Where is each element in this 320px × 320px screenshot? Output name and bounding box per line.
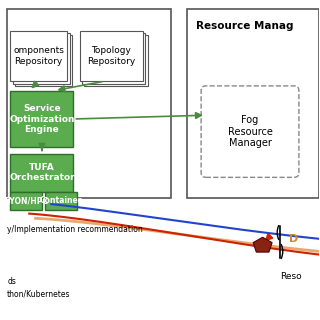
FancyBboxPatch shape	[10, 154, 73, 192]
FancyBboxPatch shape	[45, 192, 76, 211]
FancyBboxPatch shape	[13, 33, 70, 84]
Polygon shape	[253, 237, 272, 252]
Text: Container: Container	[40, 196, 82, 205]
FancyBboxPatch shape	[187, 9, 319, 198]
FancyBboxPatch shape	[7, 9, 171, 198]
Text: D: D	[289, 234, 299, 244]
FancyBboxPatch shape	[10, 91, 73, 148]
FancyBboxPatch shape	[82, 33, 145, 84]
FancyBboxPatch shape	[10, 31, 67, 81]
FancyBboxPatch shape	[84, 36, 148, 86]
Text: Topology
Repository: Topology Repository	[87, 46, 135, 66]
FancyBboxPatch shape	[201, 86, 299, 177]
Text: omponents
Repository: omponents Repository	[13, 46, 64, 66]
Text: thon/Kubernetes: thon/Kubernetes	[7, 289, 71, 298]
Text: Reso: Reso	[280, 272, 301, 281]
FancyBboxPatch shape	[80, 31, 143, 81]
FancyBboxPatch shape	[15, 36, 72, 86]
Text: TUFA
Orchestrator: TUFA Orchestrator	[9, 163, 75, 182]
Text: Fog
Resource
Manager: Fog Resource Manager	[228, 115, 272, 148]
FancyBboxPatch shape	[10, 192, 42, 211]
Text: Service
Optimization
Engine: Service Optimization Engine	[9, 104, 75, 134]
Text: ds: ds	[7, 277, 16, 286]
Text: Resource Manag: Resource Manag	[196, 21, 294, 31]
Text: BYON/HPC: BYON/HPC	[4, 196, 48, 205]
Text: y/Implementation recommendation: y/Implementation recommendation	[7, 225, 143, 234]
